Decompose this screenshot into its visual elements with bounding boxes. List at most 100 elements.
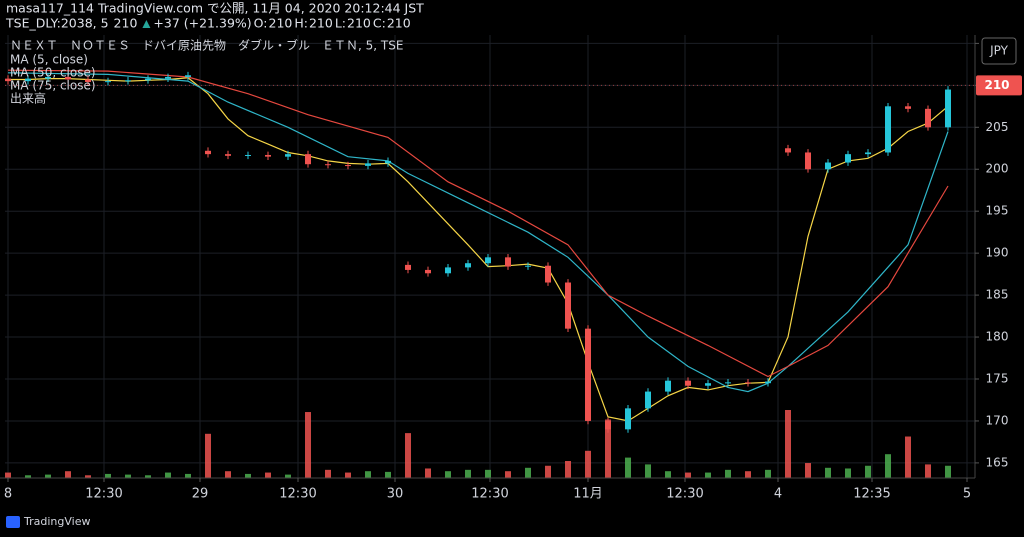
volume-bar [205,433,211,478]
volume-bar [145,475,151,478]
volume-bar [45,474,51,478]
volume-bar [845,468,851,478]
candle-body [205,150,211,155]
candle-body [805,152,811,170]
chart-title: ＮＥＸＴ ＮＯＴＥＳ ドバイ原油先物 ダブル・ブル ＥＴＮ, 5, TSE [10,38,403,53]
volume-bar [65,471,71,478]
volume-bar [325,469,331,478]
volume-bar [785,410,791,478]
volume-bar [665,471,671,478]
candle-body [365,163,371,166]
x-tick-label: 8 [4,487,12,502]
ohlc-value: 210 [387,16,411,31]
candle-body [465,263,471,268]
candle-body [325,164,331,166]
volume-bar [725,469,731,478]
up-arrow [142,20,151,28]
candle-body [605,420,611,430]
y-tick-label: 175 [986,371,1009,385]
volume-bar [765,469,771,478]
candle-body [885,106,891,153]
candle-body [485,257,491,264]
candle-body [425,269,431,274]
volume-bar [185,473,191,478]
volume-bar [585,450,591,478]
candle-body [305,154,311,165]
candle-body [745,382,751,384]
candle-body [265,154,271,157]
last-price-label: 210 [984,78,1009,92]
change: +37 (+21.39%) [153,16,251,31]
candle-body [825,162,831,170]
candle-body [545,265,551,283]
candle-body [505,257,511,267]
candle-body [525,265,531,267]
header-line: masa117_114 TradingView.com で公開, 11月 04,… [6,1,424,16]
candle-body [725,382,731,384]
candle-body [385,160,391,164]
candle-body [85,79,91,82]
candle-body [105,81,111,83]
candle-body [845,154,851,163]
x-tick-label: 11月 [573,487,603,502]
volume-bar [465,469,471,478]
volume-bar [705,472,711,478]
candle-body [785,148,791,153]
candle-body [625,408,631,430]
volume-bar [385,471,391,478]
volume-bar [625,457,631,478]
volume-bar [305,412,311,478]
x-tick-label: 30 [387,487,404,502]
volume-bar [5,472,11,478]
candle-body [585,328,591,421]
candle-body [445,267,451,274]
y-tick-label: 180 [986,330,1009,344]
candle-body [905,106,911,109]
ma-lines [7,69,949,422]
x-tick-label: 4 [774,487,782,502]
volume-bar [565,461,571,478]
quote-price: 210 [114,16,138,31]
volume-bar [865,465,871,478]
legend-label: MA (75, close) [10,79,96,93]
x-tick-label: 12:30 [471,487,508,502]
ohlc-value: 210 [347,16,371,31]
legend-label: MA (5, close) [10,53,88,67]
candle-body [565,282,571,329]
x-tick-label: 12:35 [853,487,890,502]
volume-legend: 出来高 [10,91,46,106]
candle-body [285,154,291,157]
currency-box[interactable] [981,37,1017,65]
candle-body [665,380,671,392]
volume-bar [165,472,171,478]
volume-bar [945,465,951,478]
y-tick-label: 200 [986,162,1009,176]
volume-bar [445,471,451,478]
candle-body [125,80,131,82]
candle-body [145,78,151,81]
volume-bar [805,463,811,478]
volume-bar [505,471,511,478]
ma-line [7,69,949,378]
candle-body [65,76,71,80]
volume-bar [405,433,411,478]
brand-logo [6,516,20,528]
volume-bar [525,467,531,478]
x-tick-label: 12:30 [85,487,122,502]
volume-bar [285,474,291,478]
y-tick-label: 205 [986,120,1009,134]
volume-bar [645,464,651,478]
volume-bar [605,419,611,478]
quote: 210 +37 (+21.39%) O: 210 H: 210 L: 210 C: 210 [114,16,411,31]
ohlc-label: O: [254,16,268,31]
ohlc-label: H: [294,16,308,31]
legend-label: MA (50, close) [10,66,96,80]
candle-body [705,383,711,386]
y-tick-label: 195 [986,204,1009,218]
candle-body [25,78,31,82]
candle-body [245,154,251,156]
volume-bar [825,467,831,478]
ohlc-value: 210 [269,16,293,31]
